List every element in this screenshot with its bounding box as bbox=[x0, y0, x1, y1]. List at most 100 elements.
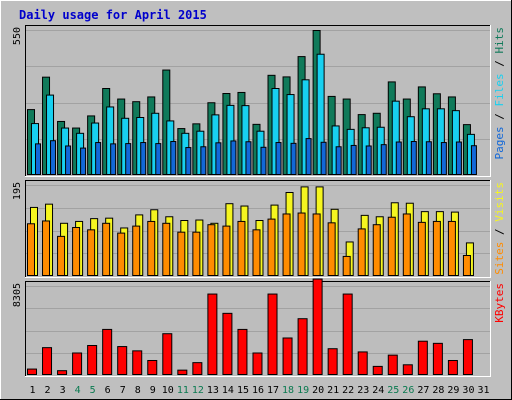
series-pages bbox=[35, 138, 477, 176]
bar-kbytes-day-6 bbox=[102, 328, 113, 375]
x-tick-label-8: 8 bbox=[135, 385, 141, 396]
series-sites bbox=[27, 212, 471, 277]
bar-pages-day-7 bbox=[125, 143, 132, 176]
x-tick-label-26: 26 bbox=[402, 385, 414, 396]
bar-pages-day-13 bbox=[215, 142, 222, 176]
x-tick-label-1: 1 bbox=[30, 385, 36, 396]
legend-item-pages: Pages bbox=[493, 126, 506, 159]
bar-sites-day-27 bbox=[417, 221, 426, 277]
bar-sites-day-30 bbox=[462, 255, 471, 276]
legend-item-files: Files bbox=[493, 73, 506, 106]
bar-kbytes-day-29 bbox=[447, 359, 458, 375]
bar-pages-day-27 bbox=[425, 141, 432, 175]
x-tick-label-29: 29 bbox=[447, 385, 459, 396]
bar-kbytes-day-23 bbox=[357, 351, 368, 375]
bar-kbytes-day-8 bbox=[132, 350, 143, 376]
bar-kbytes-day-2 bbox=[42, 347, 53, 376]
bar-pages-day-3 bbox=[65, 145, 72, 176]
bar-sites-day-3 bbox=[57, 235, 66, 277]
bar-pages-day-12 bbox=[200, 146, 207, 176]
bar-sites-day-20 bbox=[312, 213, 321, 276]
x-tick-label-12: 12 bbox=[192, 385, 204, 396]
bar-sites-day-19 bbox=[297, 212, 306, 277]
x-tick-label-22: 22 bbox=[342, 385, 354, 396]
bar-kbytes-day-3 bbox=[57, 370, 68, 376]
bar-kbytes-day-1 bbox=[27, 368, 37, 375]
x-tick-label-24: 24 bbox=[372, 385, 384, 396]
y-axis-max-label: 550 bbox=[12, 27, 23, 45]
bar-kbytes-day-27 bbox=[417, 340, 428, 375]
bar-sites-day-9 bbox=[147, 220, 156, 276]
bar-sites-day-18 bbox=[282, 213, 291, 276]
bar-kbytes-day-16 bbox=[252, 352, 263, 375]
bar-sites-day-11 bbox=[177, 231, 186, 277]
bar-pages-day-15 bbox=[245, 141, 252, 175]
bar-sites-day-25 bbox=[387, 216, 396, 277]
bar-kbytes-day-15 bbox=[237, 328, 248, 375]
x-tick-label-25: 25 bbox=[387, 385, 399, 396]
x-tick-label-14: 14 bbox=[222, 385, 234, 396]
bar-sites-day-6 bbox=[102, 222, 111, 277]
bar-kbytes-day-26 bbox=[402, 364, 413, 376]
bar-sites-day-8 bbox=[132, 225, 141, 277]
bar-kbytes-day-12 bbox=[192, 362, 203, 376]
bar-pages-day-19 bbox=[305, 138, 312, 176]
x-axis: 1 2 3 4 5 6 7 8 9 10 11 12 13 14 15 16 17 18 19 20 21 22 23 24 2… bbox=[30, 385, 490, 396]
legend-item-kbytes: KBytes bbox=[493, 283, 506, 323]
bar-pages-day-10 bbox=[170, 140, 177, 175]
bar-pages-day-26 bbox=[410, 140, 417, 175]
bar-pages-day-28 bbox=[440, 142, 447, 176]
bar-pages-day-17 bbox=[275, 142, 282, 176]
bar-sites-day-2 bbox=[42, 220, 51, 276]
bar-sites-day-23 bbox=[357, 228, 366, 276]
legend-top: Pages / Files / Hits bbox=[493, 27, 506, 160]
bar-kbytes-day-18 bbox=[282, 337, 293, 375]
bar-kbytes-day-7 bbox=[117, 346, 128, 375]
bar-sites-day-26 bbox=[402, 213, 411, 276]
legend-bottom: KBytes bbox=[493, 283, 506, 323]
bar-sites-day-22 bbox=[342, 255, 351, 276]
bar-pages-day-11 bbox=[185, 147, 192, 176]
bar-kbytes-day-19 bbox=[297, 318, 308, 375]
panel-top: 550 Pages / Files / Hits bbox=[12, 25, 506, 177]
x-tick-label-2: 2 bbox=[45, 385, 51, 396]
bar-kbytes-day-17 bbox=[267, 293, 278, 375]
x-tick-label-9: 9 bbox=[150, 385, 156, 396]
x-tick-label-20: 20 bbox=[312, 385, 324, 396]
bar-sites-day-13 bbox=[207, 224, 216, 276]
x-tick-label-6: 6 bbox=[105, 385, 111, 396]
x-tick-label-10: 10 bbox=[162, 385, 174, 396]
x-tick-label-13: 13 bbox=[207, 385, 219, 396]
bar-pages-day-8 bbox=[140, 142, 147, 176]
x-tick-label-30: 30 bbox=[462, 385, 474, 396]
panel-middle: 195 Sites / Visits bbox=[12, 180, 506, 278]
x-tick-label-21: 21 bbox=[327, 385, 339, 396]
chart-title: Daily usage for April 2015 bbox=[19, 8, 207, 22]
x-tick-label-4: 4 bbox=[75, 385, 81, 396]
bar-pages-day-2 bbox=[50, 140, 57, 175]
bar-kbytes-day-10 bbox=[162, 333, 173, 376]
bar-pages-day-20 bbox=[320, 141, 327, 175]
bar-sites-day-24 bbox=[372, 224, 381, 276]
x-tick-label-15: 15 bbox=[237, 385, 249, 396]
x-tick-label-31: 31 bbox=[477, 385, 489, 396]
bar-kbytes-day-13 bbox=[207, 293, 218, 375]
x-tick-label-11: 11 bbox=[177, 385, 189, 396]
bar-kbytes-day-14 bbox=[222, 312, 233, 375]
bar-pages-day-16 bbox=[260, 146, 267, 175]
x-tick-label-18: 18 bbox=[282, 385, 294, 396]
bar-kbytes-day-9 bbox=[147, 359, 158, 375]
x-tick-label-19: 19 bbox=[297, 385, 309, 396]
bar-sites-day-28 bbox=[432, 220, 441, 276]
bar-sites-day-10 bbox=[162, 222, 171, 277]
bar-sites-day-1 bbox=[27, 223, 35, 276]
y-axis-max-label: 8305 bbox=[12, 283, 23, 307]
bar-pages-day-29 bbox=[455, 141, 462, 176]
bar-kbytes-day-4 bbox=[72, 352, 83, 375]
bar-pages-day-22 bbox=[350, 144, 357, 175]
bar-pages-day-30 bbox=[470, 145, 477, 175]
bar-kbytes-day-11 bbox=[177, 369, 188, 376]
legend-separator: / bbox=[493, 54, 506, 74]
bar-pages-day-5 bbox=[95, 142, 102, 176]
